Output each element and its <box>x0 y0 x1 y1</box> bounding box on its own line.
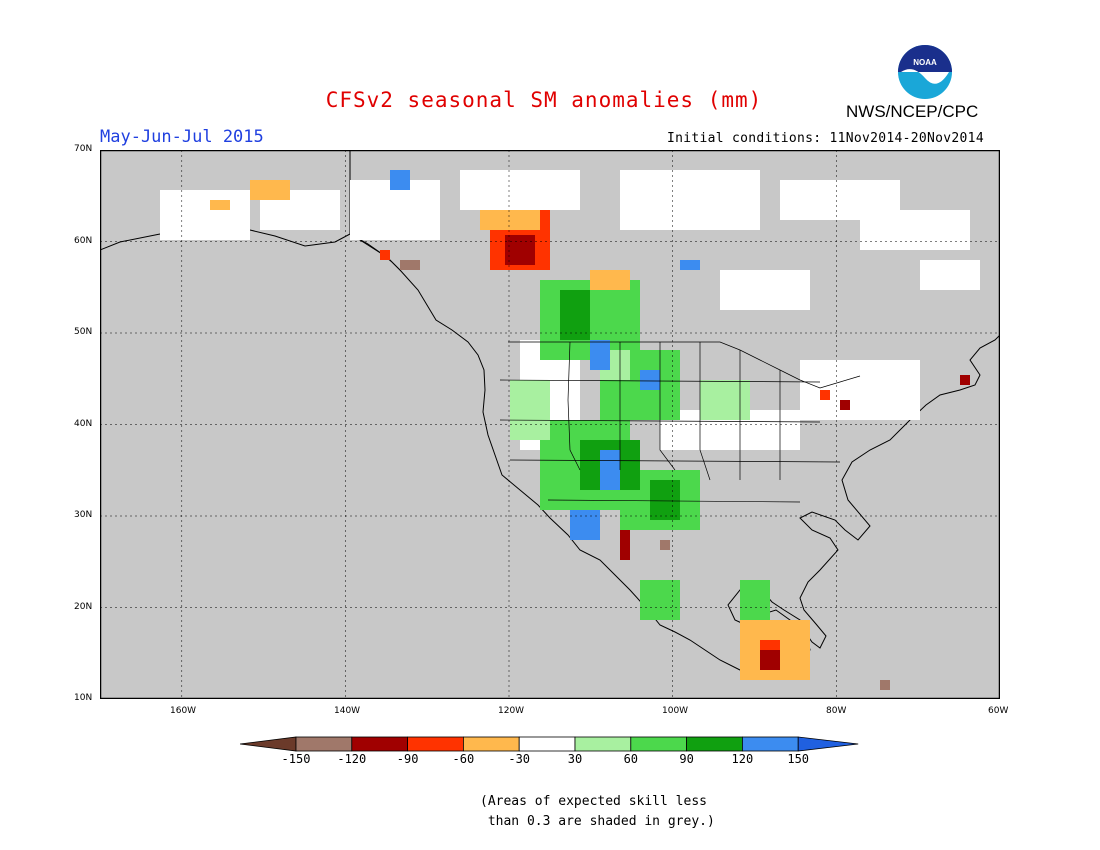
anomaly-cell <box>640 370 660 390</box>
lon-label-60w: 60W <box>988 706 1009 716</box>
legend-box-7 <box>630 736 687 752</box>
season-label: May-Jun-Jul 2015 <box>100 127 264 147</box>
lat-label-60n: 60N <box>74 236 93 246</box>
lat-label-20n: 20N <box>74 602 93 612</box>
lat-label-50n: 50N <box>74 327 93 337</box>
legend-label-9: 150 <box>787 752 810 766</box>
map-panel <box>99 149 1001 700</box>
anomaly-cell <box>820 390 830 400</box>
legend-box-6 <box>574 736 632 752</box>
anomaly-cell <box>160 190 250 240</box>
anomaly-cell <box>740 580 770 620</box>
legend-label-2: -90 <box>396 752 419 766</box>
anomaly-cell <box>480 210 540 230</box>
legend-box-8 <box>686 736 743 752</box>
lon-label-140w: 140W <box>334 706 361 716</box>
legend-box-9 <box>741 736 799 752</box>
color-legend <box>240 736 859 752</box>
legend-box-3 <box>407 736 464 752</box>
anomaly-cell <box>620 530 630 560</box>
skill-note: (Areas of expected skill less than 0.3 a… <box>480 792 715 832</box>
legend-label-4: -30 <box>508 752 531 766</box>
political-boundaries <box>499 341 861 503</box>
anomaly-map <box>99 149 1001 700</box>
anomaly-cell <box>600 450 620 490</box>
anomaly-cell <box>380 250 390 260</box>
legend-box-2 <box>351 736 409 752</box>
anomaly-cell <box>640 580 680 620</box>
anomaly-cell <box>460 170 580 210</box>
anomaly-cell <box>210 200 230 210</box>
legend-arrow-left <box>240 736 297 752</box>
legend-label-8: 120 <box>731 752 754 766</box>
lon-label-160w: 160W <box>170 706 197 716</box>
legend-arrow-right <box>797 736 859 752</box>
logo-text: NOAA <box>913 58 937 67</box>
anomaly-cell <box>960 375 970 385</box>
anomaly-cells <box>160 170 980 690</box>
lon-label-120w: 120W <box>498 706 525 716</box>
anomaly-cell <box>400 260 420 270</box>
anomaly-cell <box>560 290 590 340</box>
legend-box-4 <box>462 736 520 752</box>
anomaly-cell <box>590 340 610 370</box>
legend-label-5: 30 <box>567 752 583 766</box>
anomaly-cell <box>760 650 780 670</box>
anomaly-cell <box>720 270 810 310</box>
legend-label-3: -60 <box>452 752 475 766</box>
anomaly-cell <box>660 540 670 550</box>
anomaly-cell <box>800 360 920 420</box>
legend-label-1: -120 <box>337 752 367 766</box>
gridlines <box>100 150 1000 699</box>
anomaly-cell <box>390 170 410 190</box>
anomaly-cell <box>590 270 630 290</box>
anomaly-cell <box>570 510 600 540</box>
anomaly-cell <box>510 380 550 440</box>
skill-note-line1: (Areas of expected skill less <box>480 794 707 809</box>
anomaly-cell <box>840 400 850 410</box>
anomaly-cell <box>880 680 890 690</box>
legend-box-5 <box>518 736 576 752</box>
chart-title: CFSv2 seasonal SM anomalies (mm) <box>325 88 763 112</box>
anomaly-cell <box>920 260 980 290</box>
anomaly-cell <box>250 180 290 200</box>
legend-box-1 <box>295 736 353 752</box>
lon-label-100w: 100W <box>662 706 689 716</box>
legend-boxes <box>240 736 859 752</box>
map-frame <box>99 149 1001 700</box>
initial-conditions-label: Initial conditions: 11Nov2014-20Nov2014 <box>667 131 984 146</box>
lon-label-80w: 80W <box>826 706 847 716</box>
legend-label-0: -150 <box>281 752 311 766</box>
anomaly-cell <box>505 235 535 265</box>
agency-label: NWS/NCEP/CPC <box>846 102 979 121</box>
legend-label-6: 60 <box>623 752 639 766</box>
anomaly-cell <box>860 210 970 250</box>
anomaly-cell <box>650 480 680 520</box>
anomaly-cell <box>700 380 750 420</box>
noaa-logo-icon: NOAA <box>896 43 954 101</box>
lat-label-70n: 70N <box>74 144 93 154</box>
skill-note-line2: than 0.3 are shaded in grey.) <box>480 814 715 829</box>
legend-label-7: 90 <box>679 752 694 766</box>
anomaly-cell <box>680 260 700 270</box>
lat-label-40n: 40N <box>74 419 93 429</box>
lat-label-30n: 30N <box>74 510 93 520</box>
anomaly-cell <box>620 170 760 230</box>
lat-label-10n: 10N <box>74 693 93 703</box>
